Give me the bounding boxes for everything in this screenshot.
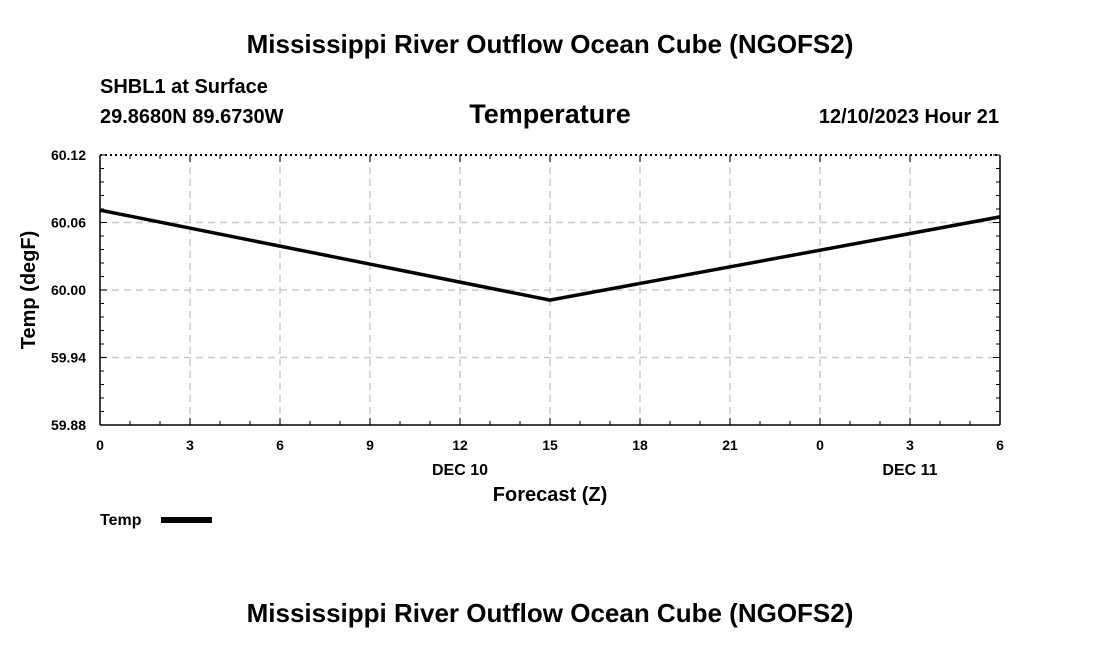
x-day-label: DEC 11 (882, 462, 937, 479)
x-tick-label: 18 (632, 437, 648, 453)
y-tick-label: 59.88 (51, 417, 86, 433)
x-tick-label: 21 (722, 437, 738, 453)
y-tick-label: 60.06 (51, 215, 86, 231)
y-tick-label: 60.12 (51, 147, 86, 163)
x-tick-label: 0 (96, 437, 104, 453)
date-label: 12/10/2023 Hour 21 (818, 106, 999, 128)
x-tick-label: 15 (542, 437, 558, 453)
chart-title-repeat: Mississippi River Outflow Ocean Cube (NG… (246, 598, 854, 628)
legend-label: Temp (100, 512, 142, 529)
chart-title: Mississippi River Outflow Ocean Cube (NG… (246, 29, 854, 59)
station-label: SHBL1 at Surface (100, 76, 268, 98)
coordinates-label: 29.8680N 89.6730W (100, 106, 284, 128)
x-tick-label: 12 (452, 437, 468, 453)
y-tick-label: 60.00 (51, 282, 86, 298)
temp-series-line (99, 208, 1001, 302)
y-tick-label: 59.94 (51, 350, 86, 366)
variable-title: Temperature (469, 99, 631, 129)
x-day-label: DEC 10 (432, 462, 488, 479)
x-tick-label: 0 (816, 437, 824, 453)
x-tick-label: 9 (366, 437, 374, 453)
x-tick-label: 3 (186, 437, 194, 453)
x-tick-label: 6 (996, 437, 1004, 453)
x-tick-label: 3 (906, 437, 914, 453)
x-axis-title: Forecast (Z) (493, 484, 607, 506)
x-tick-label: 6 (276, 437, 284, 453)
y-axis-title: Temp (degF) (18, 231, 40, 350)
